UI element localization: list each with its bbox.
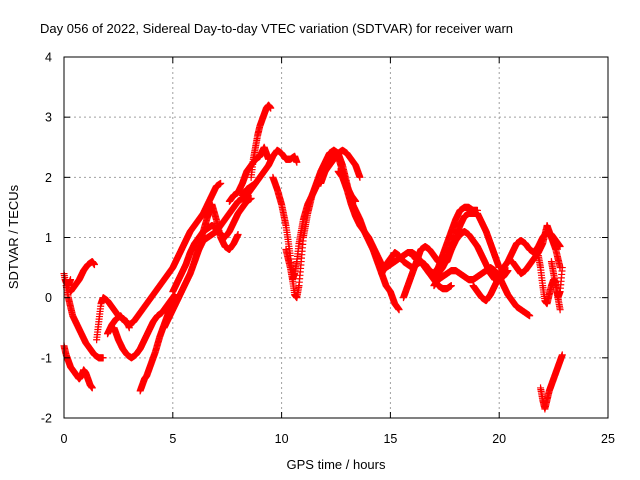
x-tick-label: 0 [61, 432, 68, 446]
y-tick-label: 2 [45, 171, 52, 185]
data-point [234, 230, 242, 238]
x-axis-label: GPS time / hours [287, 457, 386, 472]
chart-title: Day 056 of 2022, Sidereal Day-to-day VTE… [40, 21, 513, 36]
x-tick-label: 15 [383, 432, 397, 446]
data-point [88, 384, 96, 392]
y-axis-label: SDTVAR / TECUs [6, 184, 21, 289]
data-point [90, 261, 98, 269]
y-tick-label: 1 [45, 231, 52, 245]
data-series [60, 101, 566, 413]
data-point [67, 276, 75, 284]
y-tick-label: 3 [45, 111, 52, 125]
y-tick-label: -2 [41, 412, 52, 426]
data-point [556, 306, 564, 314]
data-point [247, 194, 255, 202]
grid [64, 57, 608, 418]
x-tick-label: 10 [275, 432, 289, 446]
x-tick-label: 25 [601, 432, 615, 446]
x-tick-label: 5 [169, 432, 176, 446]
x-tick-label: 20 [492, 432, 506, 446]
y-tick-label: 0 [45, 291, 52, 305]
data-point [217, 179, 225, 187]
data-point [99, 354, 107, 362]
y-tick-label: -1 [41, 351, 52, 365]
y-tick-label: 4 [45, 51, 52, 65]
